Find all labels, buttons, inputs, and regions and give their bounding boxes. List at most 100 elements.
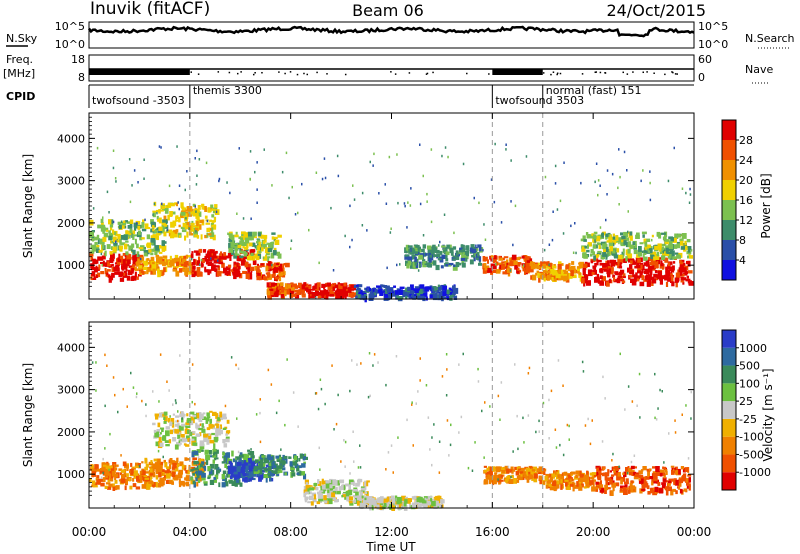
heatmap-cell xyxy=(253,466,256,472)
heatmap-cell xyxy=(258,246,262,251)
heatmap-cell xyxy=(596,259,599,266)
heatmap-cell xyxy=(323,495,327,501)
heatmap-cell xyxy=(213,260,219,264)
heatmap-cell xyxy=(455,256,460,260)
heatmap-cell xyxy=(305,482,309,487)
heatmap-cell xyxy=(222,427,227,430)
heatmap-cell xyxy=(318,500,323,503)
heatmap-speck xyxy=(516,414,518,418)
heatmap-speck xyxy=(130,371,132,375)
heatmap-cell xyxy=(419,287,424,293)
heatmap-cell xyxy=(175,271,180,277)
heatmap-cell xyxy=(218,482,221,488)
heatmap-cell xyxy=(561,263,564,266)
heatmap-speck xyxy=(141,399,143,403)
heatmap-cell xyxy=(198,248,202,253)
heatmap-cell xyxy=(592,472,597,477)
heatmap-speck xyxy=(344,234,346,238)
heatmap-cell xyxy=(407,260,412,266)
heatmap-cell xyxy=(559,269,564,276)
heatmap-speck xyxy=(527,372,530,375)
heatmap-speck xyxy=(654,372,656,376)
heatmap-speck xyxy=(493,200,496,204)
heatmap-speck xyxy=(611,172,614,176)
heatmap-cell xyxy=(268,261,272,266)
heatmap-cell xyxy=(328,494,333,500)
heatmap-cell xyxy=(521,255,527,259)
heatmap-cell xyxy=(654,260,659,265)
heatmap-cell xyxy=(110,219,114,225)
heatmap-cell xyxy=(228,251,232,256)
heatmap-cell xyxy=(307,488,310,495)
heatmap-cell xyxy=(185,268,190,273)
heatmap-speck xyxy=(544,175,547,179)
heatmap-cell xyxy=(582,253,586,259)
heatmap-cell xyxy=(237,256,242,262)
heatmap-speck xyxy=(249,177,251,181)
heatmap-cell xyxy=(155,469,161,475)
heatmap-speck xyxy=(161,202,163,206)
heatmap-speck xyxy=(200,258,203,262)
time-tick-label: 08:00 xyxy=(273,525,308,539)
heatmap-cell xyxy=(298,289,303,292)
heatmap-cell xyxy=(609,245,613,252)
heatmap-cell xyxy=(255,466,260,469)
heatmap-cell xyxy=(152,212,156,218)
heatmap-cell xyxy=(222,416,227,420)
heatmap-cell xyxy=(625,478,629,484)
heatmap-speck xyxy=(178,440,181,443)
heatmap-cell xyxy=(315,486,319,491)
nave-dot xyxy=(653,72,655,75)
heatmap-cell xyxy=(545,270,551,274)
heatmap-cell xyxy=(623,240,627,245)
heatmap-cell xyxy=(186,221,190,226)
heatmap-cell xyxy=(97,224,101,229)
heatmap-cell xyxy=(239,482,243,487)
heatmap-cell xyxy=(450,251,454,256)
heatmap-cell xyxy=(426,286,432,290)
heatmap-cell xyxy=(328,490,333,495)
heatmap-speck xyxy=(254,170,256,174)
heatmap-cell xyxy=(215,457,219,460)
heatmap-cell xyxy=(236,468,240,471)
range-tick-label: 2000 xyxy=(57,426,85,439)
heatmap-speck xyxy=(617,186,619,190)
heatmap-cell xyxy=(207,433,212,440)
heatmap-cell xyxy=(645,259,650,266)
heatmap-cell xyxy=(136,276,139,280)
heatmap-cell xyxy=(215,250,218,254)
heatmap-cell xyxy=(640,264,645,270)
heatmap-cell xyxy=(641,488,646,491)
heatmap-cell xyxy=(587,476,591,483)
heatmap-cell xyxy=(541,468,545,471)
heatmap-cell xyxy=(431,248,435,255)
heatmap-speck xyxy=(285,151,288,155)
heatmap-speck xyxy=(156,211,158,215)
heatmap-cell xyxy=(376,504,380,510)
heatmap-cell xyxy=(270,252,275,259)
heatmap-cell xyxy=(139,237,143,241)
heatmap-cell xyxy=(185,481,190,487)
heatmap-cell xyxy=(133,225,137,231)
heatmap-cell xyxy=(310,501,314,506)
heatmap-cell xyxy=(329,478,333,484)
heatmap-cell xyxy=(565,264,570,268)
heatmap-cell xyxy=(267,454,271,460)
heatmap-cell xyxy=(410,263,415,269)
heatmap-cell xyxy=(153,458,158,462)
heatmap-speck xyxy=(275,411,278,415)
heatmap-cell xyxy=(404,289,410,292)
heatmap-cell xyxy=(521,473,525,480)
heatmap-cell xyxy=(141,222,145,228)
velocity-ylabel: Slant Range [km] xyxy=(21,363,35,467)
heatmap-cell xyxy=(168,480,173,485)
heatmap-cell xyxy=(641,268,644,274)
heatmap-speck xyxy=(687,457,690,460)
heatmap-cell xyxy=(558,261,562,264)
heatmap-cell xyxy=(407,256,413,263)
heatmap-cell xyxy=(105,270,109,275)
heatmap-cell xyxy=(665,271,671,276)
heatmap-cell xyxy=(161,224,166,229)
heatmap-cell xyxy=(159,464,163,470)
colorbar-swatch xyxy=(722,401,736,419)
